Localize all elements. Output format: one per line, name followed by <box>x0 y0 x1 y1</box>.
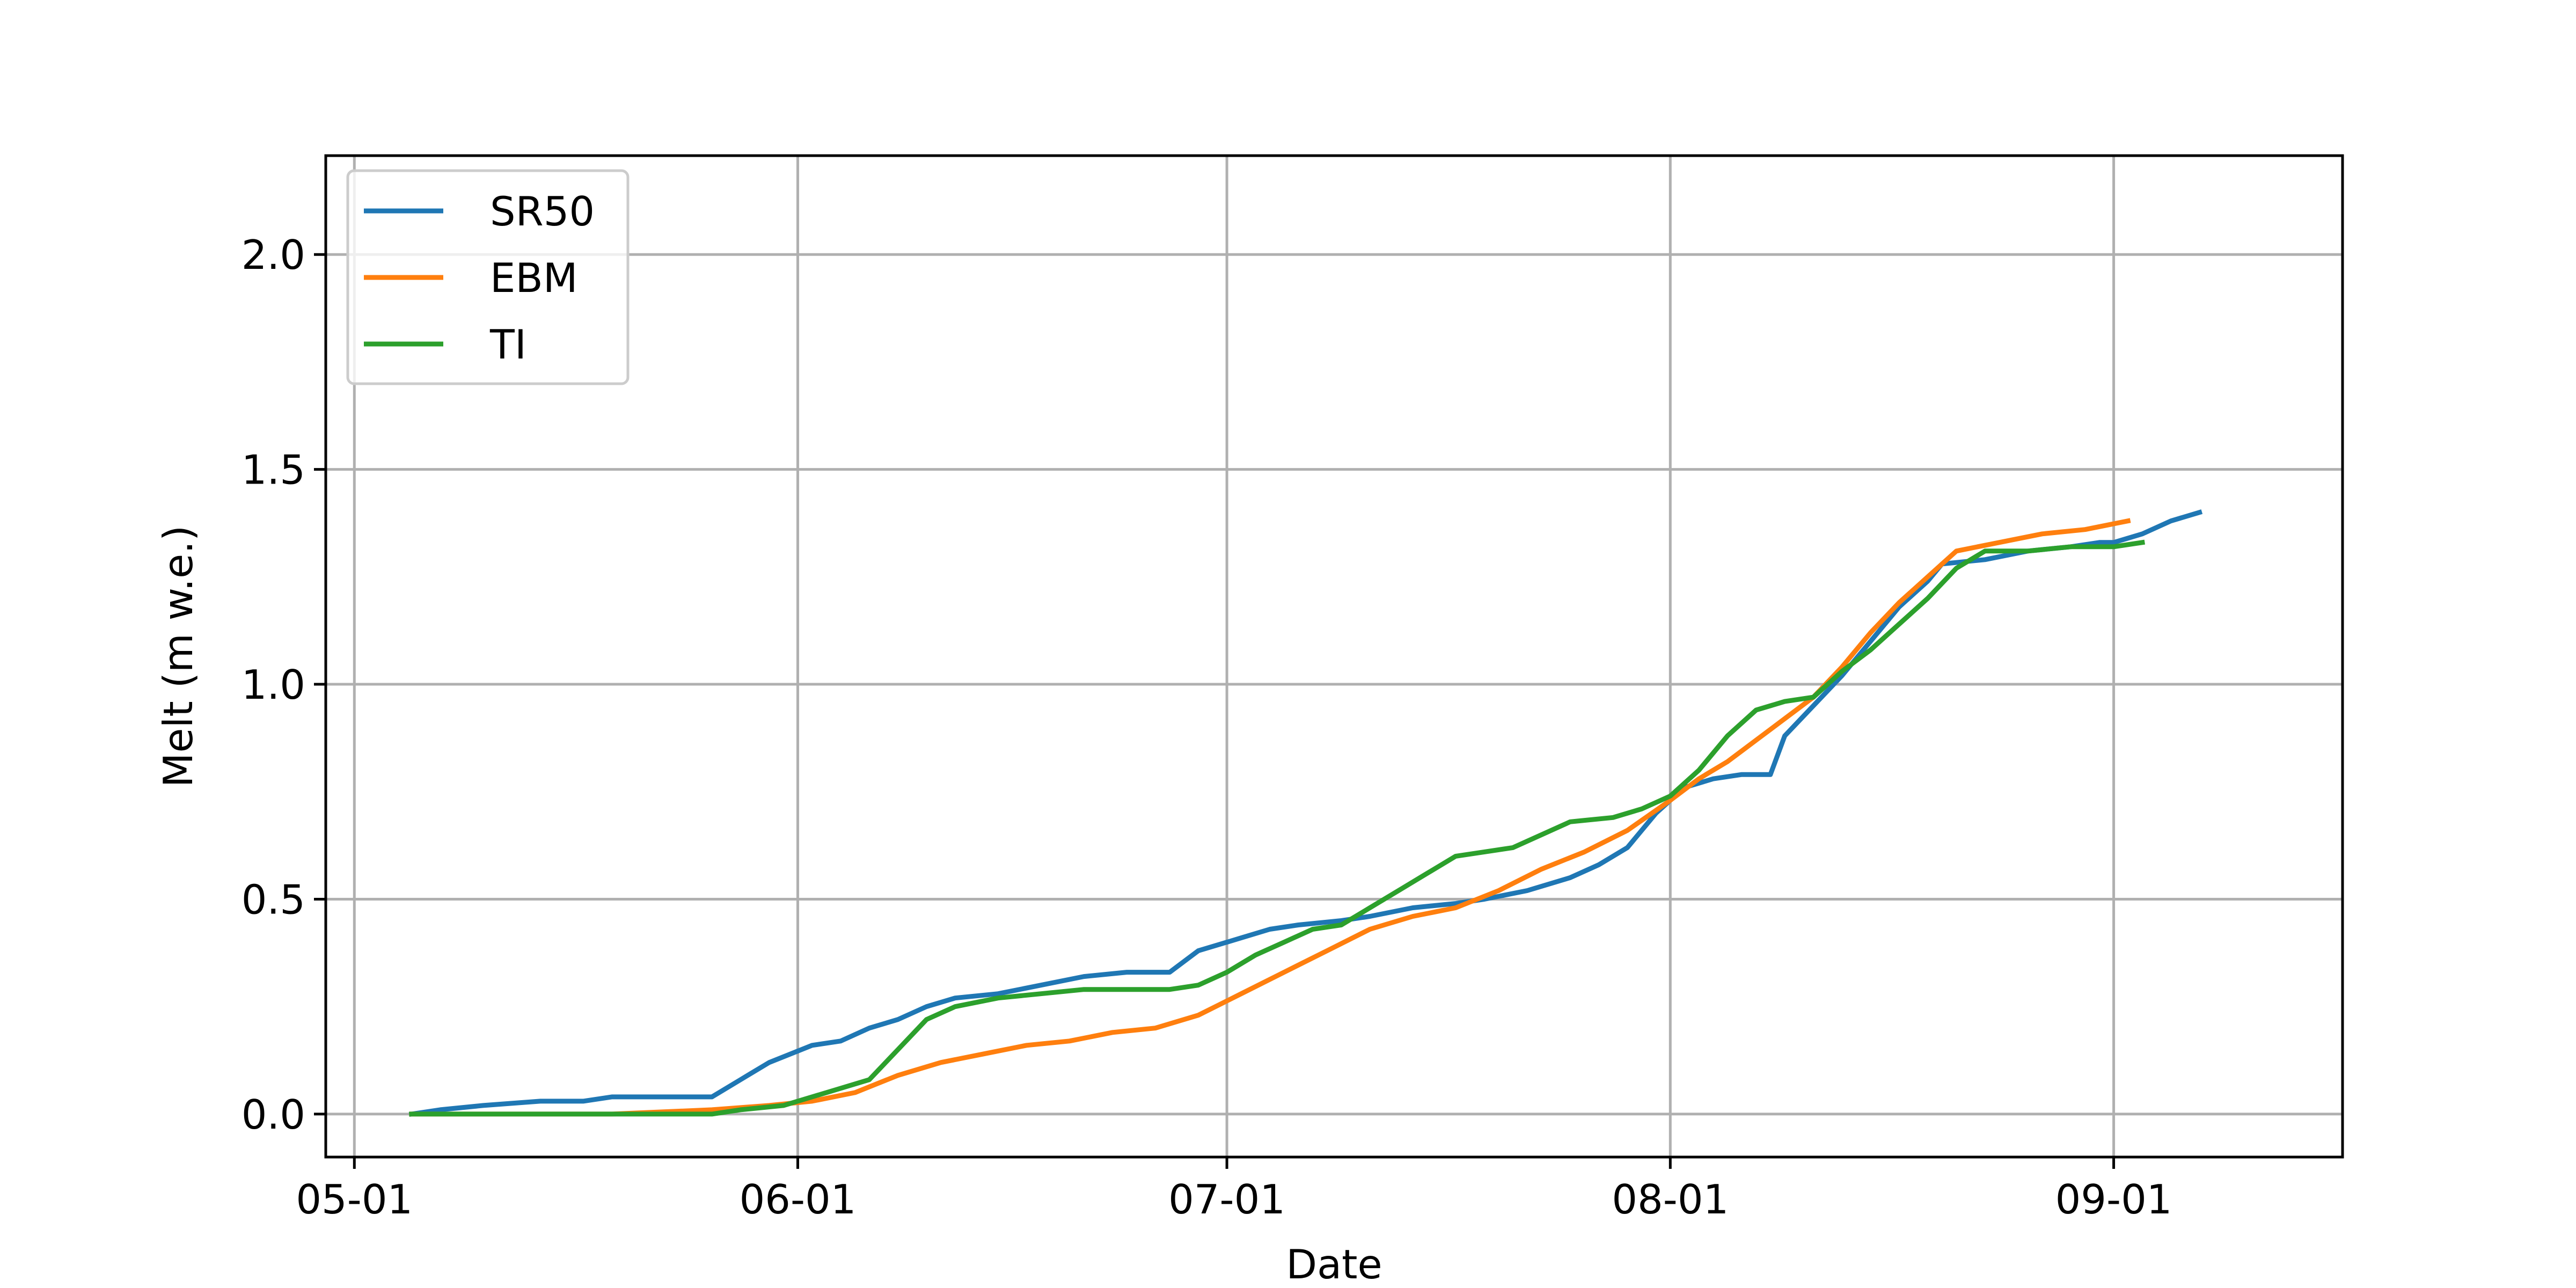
series-line-ebm <box>409 518 2131 1117</box>
legend-box <box>346 169 630 385</box>
legend-label-ti: TI <box>489 321 526 368</box>
y-tick-label: 1.5 <box>241 447 305 494</box>
x-tick-label: 05-01 <box>296 1176 413 1223</box>
grid <box>326 156 2343 1157</box>
plot-frame <box>324 154 2344 1159</box>
x-tick-label: 06-01 <box>740 1176 857 1223</box>
y-axis-title: Melt (m w.e.) <box>155 525 202 788</box>
y-tick-label: 2.0 <box>241 231 305 279</box>
y-tick-label: 1.0 <box>241 661 305 708</box>
y-tick-label: 0.5 <box>241 876 305 923</box>
legend: SR50 EBM TI <box>346 169 630 385</box>
axis-ticks: 05-01 06-01 07-01 08-01 09-01 0.0 0.5 1.0 1.5 2.0 <box>241 231 2172 1223</box>
series-line-ti <box>409 539 2146 1117</box>
x-tick-label: 08-01 <box>1612 1176 1729 1223</box>
x-axis-title: Date <box>1286 1241 1382 1288</box>
legend-label-ebm: EBM <box>490 254 578 302</box>
x-tick-label: 09-01 <box>2055 1176 2172 1223</box>
x-tick-label: 07-01 <box>1168 1176 1285 1223</box>
y-tick-label: 0.0 <box>241 1091 305 1138</box>
series-lines <box>408 509 2203 1117</box>
legend-label-sr50: SR50 <box>490 188 595 235</box>
